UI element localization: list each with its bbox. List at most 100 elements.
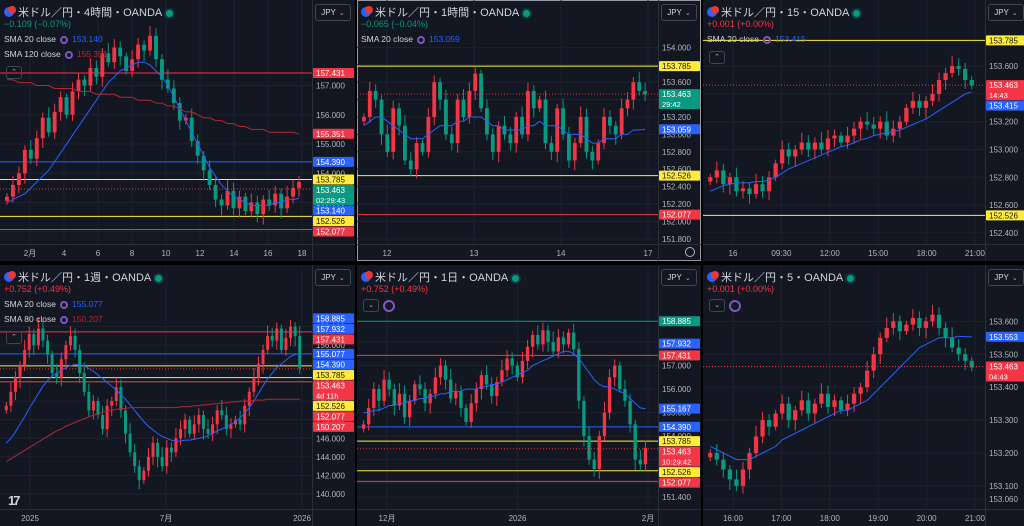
candle [418, 384, 422, 390]
symbol-title-text: 米ドル／円・5・OANDA [721, 272, 844, 284]
candle [572, 143, 577, 161]
currency-select[interactable]: JPY ⌄ [988, 4, 1024, 21]
candle [266, 335, 270, 350]
indicator-settings-icon[interactable] [383, 300, 395, 312]
collapse-indicators-icon[interactable]: ⌄ [709, 299, 725, 312]
price-tag-label: 153.463 [989, 362, 1018, 371]
indicator-settings-icon[interactable] [59, 36, 68, 44]
chevron-down-icon: ⌄ [684, 275, 691, 282]
candle [727, 177, 733, 185]
symbol-title[interactable]: 米ドル／円・5・OANDA [707, 269, 855, 285]
indicator-row[interactable]: SMA 20 close 155.077 [4, 299, 103, 309]
price-tag-label: 153.785 [662, 62, 691, 71]
currency-select[interactable]: JPY ⌄ [315, 4, 351, 21]
candle [793, 149, 798, 157]
candle [207, 170, 212, 185]
candle [192, 424, 196, 434]
collapse-indicators-icon[interactable]: ⌄ [363, 299, 379, 312]
chart-svg: 154.000153.800153.600153.400153.200153.0… [357, 0, 701, 261]
chart-panel[interactable]: 153.600 153.500 153.400 153.300 153.200 153.1… [703, 265, 1024, 526]
chart-panel[interactable]: 157.000156.000155.000154.000153.000152.0… [0, 0, 355, 261]
y-tick-label: 153.300 [989, 416, 1018, 425]
chart-panel[interactable]: 158.000156.000154.000152.000150.000148.0… [0, 265, 355, 526]
price-tag-label: 154.390 [316, 158, 345, 167]
candle [100, 53, 105, 77]
price-tag [659, 421, 700, 432]
y-tick-label: 156.000 [662, 385, 691, 394]
indicator-settings-icon[interactable] [729, 300, 741, 312]
candle [119, 387, 123, 411]
indicator-settings-icon[interactable] [416, 36, 425, 44]
candle [238, 419, 242, 425]
candle [891, 321, 896, 328]
indicator-settings-icon[interactable] [762, 36, 771, 44]
indicator-settings-icon[interactable] [64, 51, 73, 59]
symbol-title[interactable]: 米ドル／円・1週・OANDA [4, 269, 163, 285]
candle [444, 99, 448, 135]
price-tag-label: 153.463 [662, 448, 691, 457]
chart-panel[interactable]: 154.000153.800153.600153.400153.200153.0… [357, 0, 701, 261]
indicator-row[interactable]: SMA 20 close 153.415 [707, 34, 806, 44]
indicator-row[interactable]: SMA 120 close 155.351 [4, 49, 107, 59]
candle [59, 359, 63, 378]
market-open-icon [166, 9, 174, 17]
symbol-title[interactable]: 米ドル／円・1日・OANDA [361, 269, 520, 285]
candle [220, 410, 224, 416]
candle [619, 108, 624, 135]
candle [520, 360, 525, 378]
candle [249, 202, 254, 212]
y-tick-label: 152.800 [662, 148, 691, 157]
candle [385, 134, 390, 152]
candle [904, 107, 909, 122]
candle [708, 453, 713, 458]
indicator-row[interactable]: SMA 80 close 150.207 [4, 314, 103, 324]
price-tag [313, 313, 354, 324]
chart-panel[interactable]: 153.600153.400153.200153.000152.800152.6… [703, 0, 1024, 261]
countdown-label: 10:29:42 [662, 458, 691, 467]
indicator-settings-icon[interactable] [59, 316, 68, 324]
x-tick-label: 6 [96, 249, 101, 258]
indicator-row[interactable]: SMA 20 close 153.059 [361, 34, 460, 44]
candle [858, 121, 863, 129]
x-tick-label: 17:00 [771, 514, 792, 523]
price-tag-label: 153.785 [662, 437, 691, 446]
indicator-settings-icon[interactable] [59, 301, 68, 309]
candle [118, 47, 123, 57]
candle [904, 324, 909, 332]
candle [812, 142, 817, 150]
candle [13, 377, 17, 392]
currency-select[interactable]: JPY ⌄ [661, 269, 697, 286]
candle [402, 393, 407, 418]
currency-select[interactable]: JPY ⌄ [315, 269, 351, 286]
sma-line [6, 398, 300, 462]
market-open-icon [523, 9, 531, 17]
candle [602, 412, 607, 437]
collapse-indicators-icon[interactable]: ⌃ [6, 66, 22, 79]
x-tick-label: 2月 [24, 249, 36, 258]
candle [256, 363, 260, 378]
candle [721, 459, 726, 470]
indicator-row[interactable]: SMA 20 close 153.140 [4, 34, 103, 44]
symbol-title[interactable]: 米ドル／円・4時間・OANDA [4, 4, 174, 20]
candle [219, 199, 224, 206]
countdown-label: 29:42 [662, 100, 681, 109]
candle [871, 354, 876, 371]
candle [799, 400, 804, 411]
symbol-title[interactable]: 米ドル／円・1時間・OANDA [361, 4, 531, 20]
symbol-title[interactable]: 米ドル／円・15・OANDA [707, 4, 861, 20]
chevron-down-icon: ⌄ [338, 10, 345, 17]
collapse-indicators-icon[interactable]: ⌃ [709, 51, 725, 64]
currency-select[interactable]: JPY ⌄ [661, 4, 697, 21]
chart-panel[interactable]: 158.000157.000156.000155.000154.000153.0… [357, 265, 701, 526]
candle [151, 442, 155, 457]
price-tag [986, 361, 1024, 382]
collapse-indicators-icon[interactable]: ⌃ [6, 331, 22, 344]
currency-select[interactable]: JPY ⌄ [988, 269, 1024, 286]
candle [479, 374, 484, 390]
candle [128, 433, 132, 453]
y-tick-label: 152.400 [989, 229, 1018, 238]
candle [956, 66, 961, 69]
gear-icon[interactable] [685, 247, 695, 257]
candle [628, 400, 632, 425]
sma-line [363, 350, 646, 414]
